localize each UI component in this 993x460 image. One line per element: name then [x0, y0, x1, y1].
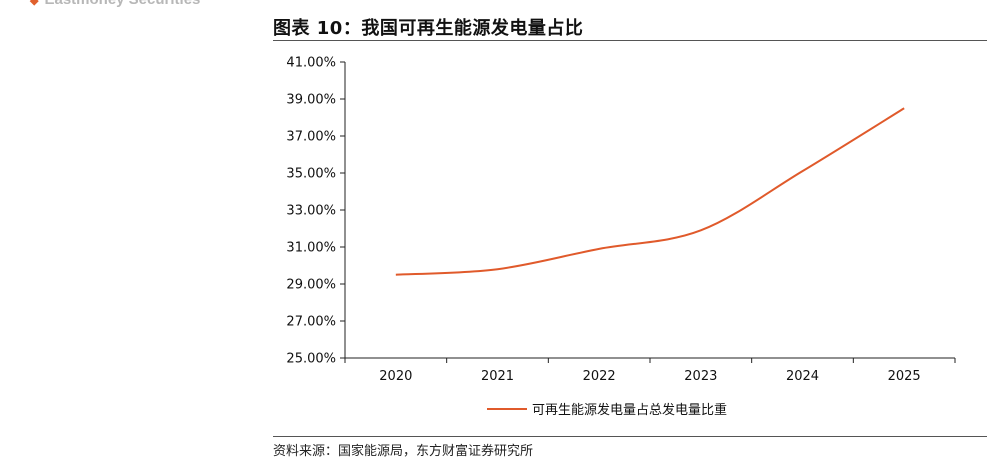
y-tick-label: 31.00%: [286, 241, 336, 256]
legend-label: 可再生能源发电量占总发电量比重: [532, 402, 727, 418]
chart-legend: 可再生能源发电量占总发电量比重: [487, 402, 727, 418]
brand-mark-icon: ◆: [30, 0, 39, 7]
y-tick-label: 41.00%: [286, 56, 336, 71]
chart-axes: [344, 62, 955, 359]
x-tick-label: 2021: [481, 369, 514, 384]
y-tick-label: 25.00%: [286, 352, 336, 367]
x-tick-label: 2020: [379, 369, 412, 384]
y-tick-label: 29.00%: [286, 278, 336, 293]
x-tick-label: 2024: [786, 369, 819, 384]
y-tick-label: 39.00%: [286, 93, 336, 108]
brand-logo: ◆ Eastmoney Securities: [30, 0, 200, 8]
chart-series: [395, 107, 905, 276]
y-tick-label: 37.00%: [286, 130, 336, 145]
y-tick-label: 33.00%: [286, 204, 336, 219]
x-tick-label: 2022: [583, 369, 616, 384]
brand-name: Eastmoney Securities: [44, 0, 200, 8]
chart-ticks: 25.00% 27.00% 29.00% 31.00% 33.00% 35.00% 37.0…: [286, 56, 956, 384]
x-tick-label: 2025: [888, 369, 921, 384]
chart-title: 图表 10：我国可再生能源发电量占比: [273, 18, 584, 39]
series-line: [395, 107, 905, 276]
title-divider: [273, 40, 987, 41]
source-divider: [273, 436, 987, 437]
y-tick-label: 35.00%: [286, 167, 336, 182]
y-tick-label: 27.00%: [286, 315, 336, 330]
source-note: 资料来源：国家能源局，东方财富证券研究所: [273, 444, 534, 459]
x-tick-label: 2023: [684, 369, 717, 384]
